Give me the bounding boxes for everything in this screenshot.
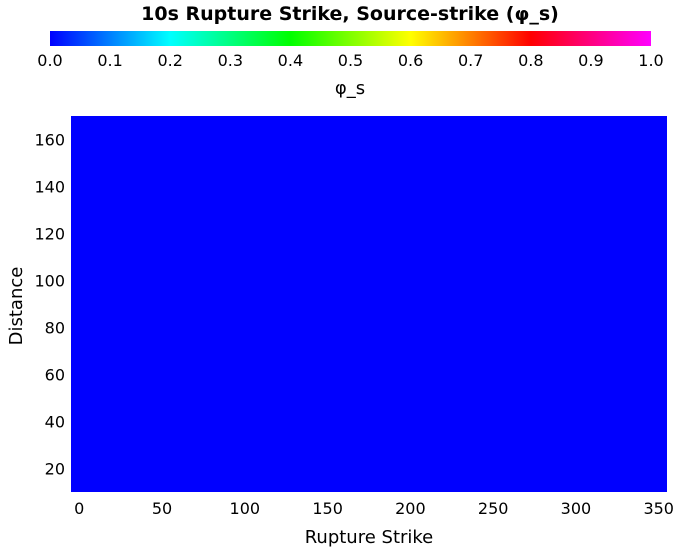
chart-title: 10s Rupture Strike, Source-strike (φ_s) [141,3,559,25]
colorbar-tick-label: 0.4 [278,51,303,70]
colorbar-tick-label: 0.3 [218,51,243,70]
colorbar-ticks: 0.0 0.1 0.2 0.3 0.4 0.5 0.6 0.7 0.8 0.9 1.0 [37,51,663,70]
colorbar: 0.0 0.1 0.2 0.3 0.4 0.5 0.6 0.7 0.8 0.9 1.0 φ_s [37,31,664,99]
x-tick-label: 350 [643,499,674,518]
x-tick-label: 100 [230,499,261,518]
colorbar-tick-label: 0.9 [578,51,603,70]
y-tick-label: 80 [45,319,65,338]
y-tick-label: 160 [34,131,65,150]
colorbar-tick-label: 0.6 [398,51,423,70]
x-tick-label: 0 [74,499,84,518]
x-tick-label: 150 [312,499,343,518]
x-tick-label: 200 [395,499,426,518]
heatmap-cells [71,116,667,492]
plot-area: 0 50 100 150 200 250 300 350 20 40 60 80 100 120 140 1… [34,116,674,518]
colorbar-label: φ_s [335,78,365,99]
y-tick-label: 60 [45,366,65,385]
y-axis-label: Distance [6,267,27,346]
y-tick-label: 100 [34,272,65,291]
colorbar-tick-label: 0.0 [37,51,62,70]
x-tick-label: 300 [561,499,592,518]
x-tick-label: 50 [152,499,172,518]
colorbar-tick-label: 0.8 [518,51,543,70]
y-axis-ticks: 20 40 60 80 100 120 140 160 [34,131,65,479]
colorbar-gradient [50,31,651,46]
colorbar-tick-label: 1.0 [638,51,663,70]
colorbar-tick-label: 0.2 [157,51,182,70]
y-tick-label: 140 [34,178,65,197]
x-axis-ticks: 0 50 100 150 200 250 300 350 [74,499,674,518]
colorbar-tick-label: 0.1 [97,51,122,70]
colorbar-tick-label: 0.7 [458,51,483,70]
x-axis-label: Rupture Strike [305,527,434,548]
y-tick-label: 40 [45,413,65,432]
colorbar-tick-label: 0.5 [338,51,363,70]
y-tick-label: 120 [34,225,65,244]
x-tick-label: 250 [478,499,509,518]
y-tick-label: 20 [45,460,65,479]
